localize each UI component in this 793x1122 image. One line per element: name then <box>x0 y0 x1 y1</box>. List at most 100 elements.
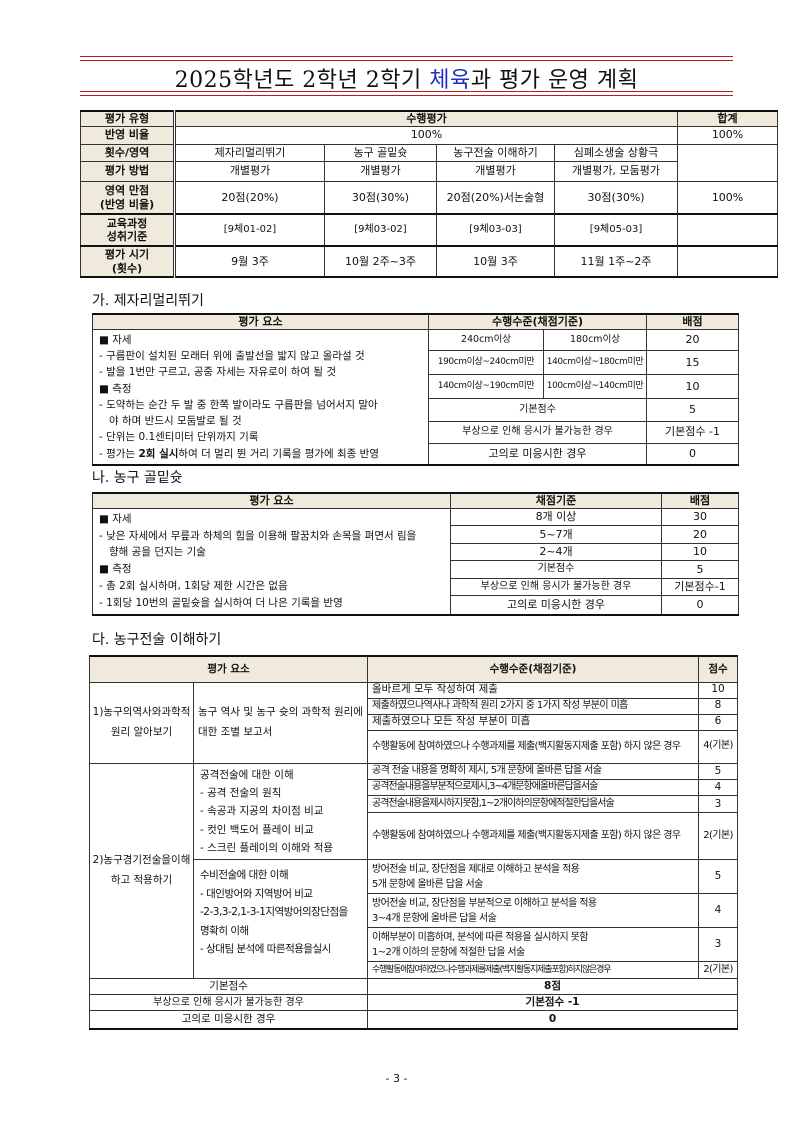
criteria: 공격전술내용을부분적으로제시,3~4개문항에올바른답을서술 <box>367 778 700 797</box>
total-header: 합계 <box>677 110 779 127</box>
score: 8 <box>698 697 739 715</box>
level-a: 140cm이상~190cm미만 <box>428 374 544 400</box>
attack-elements: 공격전술에 대한 이해 - 공격 전술의 원칙 - 속공과 지공의 차이점 비교 - … <box>192 762 369 861</box>
score: 5 <box>661 560 739 579</box>
base-label: 기본점수 <box>88 978 369 996</box>
header-elements: 평가 요소 <box>92 313 429 330</box>
score: 2(기본) <box>698 811 739 861</box>
title-rule-top <box>80 56 733 61</box>
criteria: 이해부분이 미흡하며, 분석에 따른 적용을 실시하지 못함 1~2개 이하의 문… <box>367 927 700 963</box>
criteria: 수행활동에 참여하였으나 수행과제를 제출(백지활동지제출 포함) 하지 않은 … <box>367 811 700 861</box>
level-b: 180cm이상 <box>542 328 648 352</box>
header-score: 점수 <box>698 655 739 683</box>
criteria: 기본점수 <box>450 560 662 579</box>
standard: [9체03-03] <box>436 213 555 247</box>
standard: [9체03-02] <box>324 213 437 247</box>
score: 30점(30%) <box>324 180 437 215</box>
method: 개별평가 <box>324 160 437 182</box>
criteria: 방어전술 비교, 장단점을 제대로 이해하고 분석을 적용 5개 문항에 올바른 … <box>367 859 700 895</box>
base-score: 8점 <box>367 978 739 996</box>
standard: [9체05-03] <box>553 213 679 247</box>
group-title: 2)농구경기전술을이해하고 적용하기 <box>89 762 194 980</box>
criteria: 제출하였으나역사나 과학적 원리 2가지 중 1가지 작성 부분이 미흡 <box>367 697 700 715</box>
score: 4(기본) <box>698 729 739 764</box>
score: 20 <box>661 525 739 544</box>
score: 20점(20%)서논술형 <box>436 180 555 215</box>
overview-table: 평가 유형 수행평가 합계 반영 비율 100% 100% 횟수/영역 제자리멀리뛰기 농구… <box>80 110 779 279</box>
injury-score: 기본점수 -1 <box>367 994 739 1012</box>
score: 2(기본) <box>698 961 739 980</box>
header-criteria: 채점기준 <box>450 492 662 509</box>
level-a: 240cm이상 <box>428 328 544 352</box>
score: 10 <box>646 374 740 400</box>
criteria: 올바르게 모두 작성하여 제출 <box>367 681 700 699</box>
absent-score: 0 <box>367 1010 739 1030</box>
score: 기본점수 -1 <box>646 421 740 444</box>
row-label: 평가 시기 (횟수) <box>80 245 176 278</box>
empty-cell <box>677 143 779 182</box>
group-element: 농구 역사 및 농구 슛의 과학적 원리에 대한 조별 보고서 <box>192 681 369 764</box>
standard: [9체01-02] <box>174 213 325 247</box>
score: 4 <box>698 893 739 929</box>
score: 0 <box>661 595 739 616</box>
criteria: 고의로 미응시한 경우 <box>450 595 662 616</box>
section-heading: 가. 제자리멀리뛰기 <box>92 293 204 309</box>
absent-label: 고의로 미응시한 경우 <box>427 442 648 466</box>
score: 5 <box>698 762 739 780</box>
long-jump-table: 평가 요소 수행수준(채점기준) 배점 ■ 자세 - 구름판이 설치된 모래터 위에 … <box>92 313 740 466</box>
method: 개별평가 <box>436 160 555 182</box>
header-score: 배점 <box>646 313 740 330</box>
score: 5 <box>646 398 740 423</box>
row-label: 반영 비율 <box>80 125 176 145</box>
score: 30점(30%) <box>553 180 679 215</box>
criteria: 공격 전술 내용을 명확히 제시, 5개 문항에 올바른 답을 서술 <box>367 762 700 780</box>
score: 10 <box>661 542 739 562</box>
score-total: 100% <box>677 180 779 215</box>
area: 심폐소생술 상황극 <box>553 143 679 162</box>
score: 6 <box>698 713 739 731</box>
group-title: 1)농구의역사와과학적 원리 알아보기 <box>89 681 194 764</box>
score: 3 <box>698 927 739 963</box>
row-label: 횟수/영역 <box>80 143 176 162</box>
criteria: 8개 이상 <box>450 507 662 527</box>
ratio: 100% <box>173 125 679 145</box>
criteria: 2~4개 <box>450 542 662 562</box>
score: 30 <box>661 507 739 527</box>
layup-table: 평가 요소 채점기준 배점 ■ 자세 - 낮은 자세에서 무릎과 하체의 힘을 이용해… <box>92 492 739 616</box>
level-a: 190cm이상~240cm미만 <box>428 350 544 376</box>
header-elements: 평가 요소 <box>88 655 369 683</box>
absent-label: 고의로 미응시한 경우 <box>88 1010 369 1030</box>
empty-cell <box>677 213 779 247</box>
area: 농구전술 이해하기 <box>436 143 555 162</box>
level-b: 140cm이상~180cm미만 <box>542 350 648 376</box>
empty-cell <box>677 245 779 278</box>
area: 제자리멀리뛰기 <box>174 143 325 162</box>
page-number: - 3 - <box>385 1072 408 1085</box>
period: 9월 3주 <box>174 245 325 278</box>
criteria: 부상으로 인해 응시가 불가능한 경우 <box>450 577 662 597</box>
row-label: 평가 유형 <box>80 110 176 127</box>
page-title: 2025학년도 2학년 2학기 체육과 평가 운영 계획 <box>174 68 639 93</box>
elements-cell: ■ 자세 - 구름판이 설치된 모래터 위에 출발선을 밟지 않고 올라설 것- … <box>92 328 429 466</box>
tactics-table: 평가 요소 수행수준(채점기준) 점수 1)농구의역사와과학적 원리 알아보기 농구 … <box>88 655 739 1030</box>
row-label: 영역 만점 (반영 비율) <box>80 180 176 215</box>
criteria: 제출하였으나 모든 작성 부분이 미흡 <box>367 713 700 731</box>
elements-cell: ■ 자세 - 낮은 자세에서 무릎과 하체의 힘을 이용해 팔꿈치와 손목을 펴면… <box>92 507 451 616</box>
base-label: 기본점수 <box>427 398 648 423</box>
type-header: 수행평가 <box>173 110 679 127</box>
period: 11월 1주~2주 <box>553 245 679 278</box>
section-heading: 나. 농구 골밑슛 <box>92 470 183 486</box>
score: 15 <box>646 350 740 376</box>
header-level: 수행수준(채점기준) <box>367 655 700 683</box>
title-rule-bottom <box>80 91 733 96</box>
header-score: 배점 <box>661 492 739 509</box>
score: 5 <box>698 859 739 895</box>
method: 개별평가, 모둠평가 <box>553 160 679 182</box>
row-label: 평가 방법 <box>80 160 176 182</box>
score: 기본점수-1 <box>661 577 739 597</box>
period: 10월 3주 <box>436 245 555 278</box>
injury-label: 부상으로 인해 응시가 불가능한 경우 <box>427 421 648 444</box>
area: 농구 골밑슛 <box>324 143 437 162</box>
level-b: 100cm이상~140cm미만 <box>542 374 648 400</box>
score: 3 <box>698 795 739 813</box>
